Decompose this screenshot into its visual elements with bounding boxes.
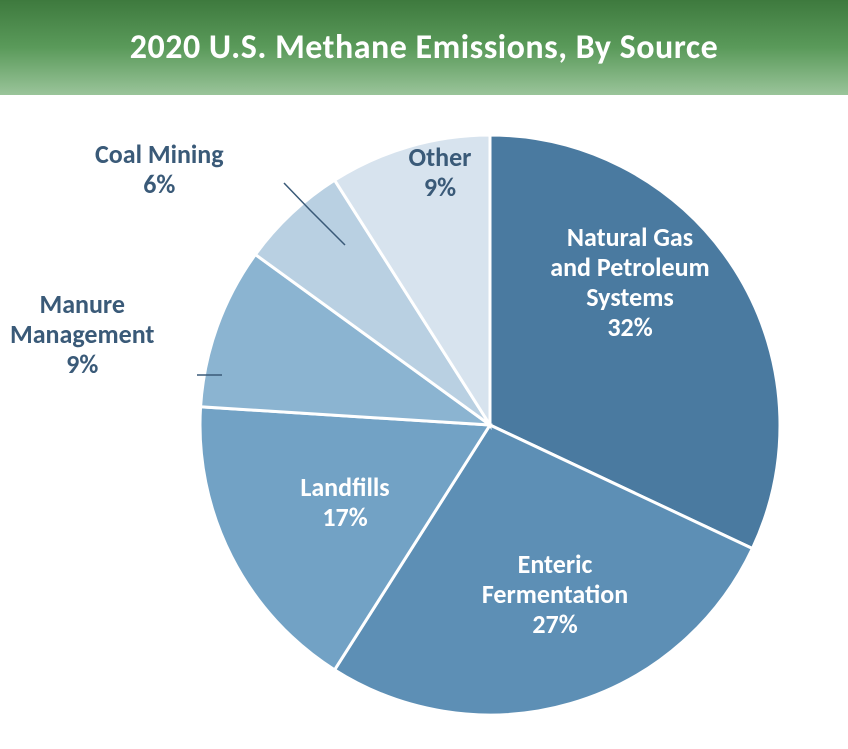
- slice-label-external: ManureManagement9%: [10, 290, 154, 380]
- slice-label-external: Coal Mining6%: [95, 140, 224, 200]
- title-bar: 2020 U.S. Methane Emissions, By Source: [0, 0, 848, 95]
- chart-title: 2020 U.S. Methane Emissions, By Source: [130, 27, 718, 68]
- chart-area: Natural Gasand PetroleumSystems32%Enteri…: [0, 95, 848, 749]
